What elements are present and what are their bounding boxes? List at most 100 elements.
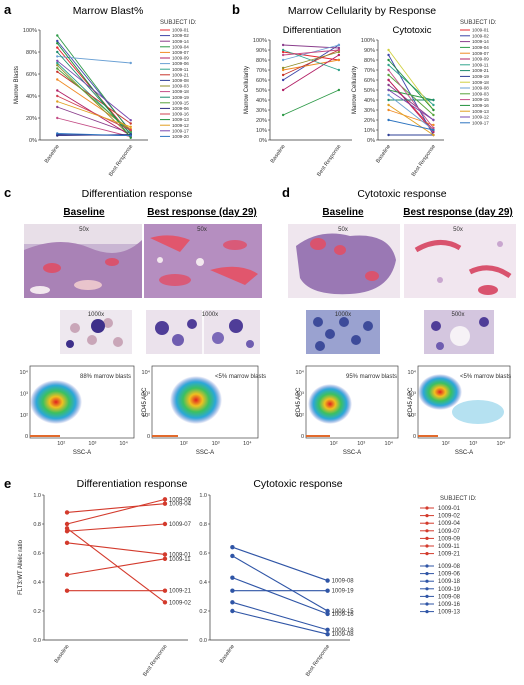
cellularity-diff-point bbox=[281, 53, 285, 57]
flt3-diff-ytick-label: 0.8 bbox=[33, 522, 41, 528]
e-legend-red-label: 1009-04 bbox=[438, 521, 461, 527]
cellularity-cyto-series-line bbox=[388, 74, 434, 116]
cellularity-cyto-legend-label: 1009-17 bbox=[472, 120, 489, 125]
marrow-blast-xtick-label: Baseline bbox=[44, 144, 61, 165]
cellularity-cyto-series-line bbox=[388, 49, 434, 111]
flt3-diff-point-label: 1009-01 bbox=[169, 552, 192, 558]
flt3-cyto-point bbox=[325, 611, 330, 617]
c-best-response-heading: Best response (day 29) bbox=[147, 207, 257, 218]
cellularity-cyto-point bbox=[432, 130, 435, 134]
flt3-cyto-ytick-label: 0.4 bbox=[199, 580, 207, 586]
d-right-top-mag: 50x bbox=[453, 227, 463, 233]
c-right-top-mag: 50x bbox=[197, 227, 207, 233]
cellularity-diff-xtick-label: Best Response bbox=[316, 144, 342, 178]
cellularity-cyto-point bbox=[387, 48, 390, 52]
panel-e-title-left: Differentiation response bbox=[77, 478, 188, 490]
cellularity-diff-point bbox=[281, 66, 285, 70]
d-left-bottom-mag: 1000x bbox=[335, 312, 351, 318]
marrow-blast-point bbox=[56, 105, 59, 109]
flt3-diff-point bbox=[64, 588, 70, 593]
flt3-cyto-xtick-label: Best Response bbox=[305, 644, 331, 678]
marrow-blast-ytick-label: 60% bbox=[26, 72, 37, 78]
flt3-cyto-series-line bbox=[232, 555, 328, 612]
marrow-blast-point bbox=[56, 61, 59, 65]
cellularity-diff-point bbox=[281, 113, 285, 117]
cellularity-diff-ytick-label: 0% bbox=[259, 138, 267, 144]
cellularity-cyto-point bbox=[387, 73, 390, 77]
e-legend-blue-label: 1009-08 bbox=[438, 594, 461, 600]
panel-b-subtitle-left: Differentiation bbox=[283, 25, 341, 36]
cellularity-cyto-xtick-label: Best Response bbox=[411, 144, 437, 178]
flow-zero-tick: 0 bbox=[413, 434, 416, 440]
cellularity-cyto-legend-label: 1009-19 bbox=[472, 74, 489, 79]
histology-c-baseline-1000x: 1000x bbox=[60, 310, 132, 354]
marrow-blast-point bbox=[56, 100, 59, 103]
cellularity-cyto-ytick-label: 70% bbox=[364, 68, 375, 74]
flow-xtick: 10² bbox=[442, 441, 450, 447]
cellularity-diff-ytick-label: 90% bbox=[256, 48, 267, 54]
histology-d-baseline-1000x: 1000x bbox=[306, 310, 380, 354]
marrow-blast-legend-label: 1009-04 bbox=[172, 44, 189, 49]
panel-e-label: e bbox=[4, 476, 11, 491]
flt3-cyto-ytick-label: 0.2 bbox=[199, 609, 207, 615]
cellularity-cyto-point bbox=[387, 78, 390, 82]
flt3-diff-point-label: 1009-09 bbox=[169, 497, 192, 503]
d-best-response-heading: Best response (day 29) bbox=[403, 207, 513, 218]
marrow-blast-ytick-label: 80% bbox=[26, 50, 37, 56]
flt3-cyto-ytick-label: 1.0 bbox=[199, 493, 207, 499]
marrow-blast-series-line bbox=[57, 55, 131, 64]
flt3-cyto-point-label: 1009-15 bbox=[332, 609, 355, 615]
marrow-blast-point bbox=[56, 59, 59, 62]
cellularity-diff-point bbox=[337, 48, 341, 52]
flt3-diff-point bbox=[64, 540, 70, 546]
marrow-blast-point bbox=[56, 94, 59, 98]
marrow-blast-legend-label: 1009-12 bbox=[172, 123, 189, 128]
flt3-cyto-point bbox=[325, 588, 330, 593]
flt3-cyto-point bbox=[230, 545, 235, 550]
flt3-cyto-series-line bbox=[232, 601, 328, 631]
panel-d-title: Cytotoxic response bbox=[357, 188, 446, 200]
flt3-cyto-ytick-label: 0.8 bbox=[199, 522, 207, 528]
e-legend-title: SUBJECT ID: bbox=[440, 496, 477, 502]
flt3-diff-point bbox=[162, 552, 168, 557]
e-legend-red-marker bbox=[425, 544, 429, 548]
cellularity-cyto-point bbox=[432, 103, 435, 107]
c-right-bottom-mag: 1000x bbox=[202, 312, 218, 318]
flow-d-baseline: 95% marrow blasts SSC-A CD45 APC bbox=[296, 365, 399, 456]
flow-ytick: 10² bbox=[142, 413, 150, 419]
e-legend-blue-marker bbox=[425, 594, 429, 599]
flt3-diff-point bbox=[162, 588, 168, 593]
flow-xtick: 10² bbox=[330, 441, 338, 447]
e-legend-red-label: 1009-02 bbox=[438, 514, 461, 520]
e-legend-red-marker bbox=[425, 506, 429, 510]
d-left-flow-label: 95% marrow blasts bbox=[346, 374, 397, 380]
e-legend-blue-marker bbox=[425, 602, 429, 606]
flow-ytick: 10³ bbox=[408, 391, 416, 397]
cellularity-diff-ytick-label: 70% bbox=[256, 68, 267, 74]
flt3-diff-ytick-label: 0.2 bbox=[33, 609, 41, 615]
cellularity-cyto-point bbox=[432, 108, 435, 112]
marrow-blast-legend-label: 1009-09 bbox=[172, 56, 189, 61]
c-right-xlabel: SSC-A bbox=[196, 450, 214, 456]
e-legend-red-marker bbox=[425, 514, 429, 518]
cellularity-cyto-point bbox=[387, 103, 390, 107]
flt3-cyto-point bbox=[230, 575, 235, 580]
cellularity-cyto-series-line bbox=[388, 84, 434, 121]
cellularity-cyto-point bbox=[387, 133, 390, 137]
flt3-cyto-point-label: 1009-18 bbox=[332, 628, 355, 634]
marrow-blast-legend-label: 1009-03 bbox=[172, 84, 189, 89]
panel-b-label: b bbox=[232, 2, 240, 17]
cellularity-diff-point bbox=[337, 58, 341, 62]
cellularity-cyto-point bbox=[387, 93, 390, 97]
cellularity-diff-point bbox=[337, 88, 341, 92]
flt3-diff-point-label: 1009-21 bbox=[169, 589, 192, 595]
cellularity-cyto-legend-label: 1009-01 bbox=[472, 28, 489, 33]
cellularity-cyto-ytick-label: 20% bbox=[364, 118, 375, 124]
cellularity-cyto-point bbox=[387, 83, 390, 87]
cellularity-cyto-ytick-label: 100% bbox=[361, 38, 375, 44]
flow-ytick: 10⁴ bbox=[20, 369, 29, 376]
flt3-cyto-point-label: 1009-19 bbox=[332, 589, 355, 595]
e-legend-blue-marker bbox=[425, 564, 429, 568]
d-right-ylabel: CD45 APC bbox=[408, 387, 414, 417]
